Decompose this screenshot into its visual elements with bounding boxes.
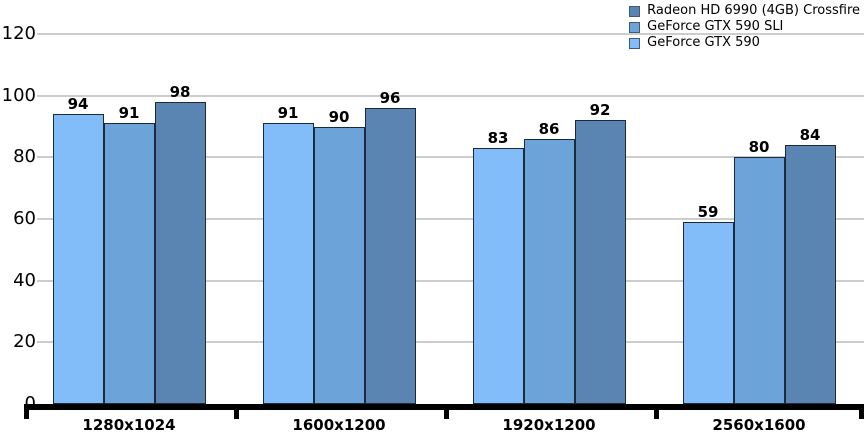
- legend-label: GeForce GTX 590 SLI: [647, 19, 784, 34]
- legend: Radeon HD 6990 (4GB) Crossfire GeForce GT…: [629, 3, 860, 51]
- x-axis-tick: [859, 410, 864, 419]
- bar-group-2560x1600: 59 80 84: [654, 34, 864, 404]
- legend-label: Radeon HD 6990 (4GB) Crossfire: [647, 3, 860, 18]
- bar: 86: [523, 120, 575, 404]
- plot-area: 94 91 98 91 90 96 83 86 92 59 80 84: [24, 33, 864, 404]
- gridlines: [37, 33, 864, 404]
- bar: 59: [682, 203, 734, 404]
- gridline: [37, 156, 864, 159]
- y-tick-label: 20: [13, 331, 36, 353]
- x-category-label: 1280x1024: [82, 416, 176, 434]
- bar: 91: [262, 104, 314, 404]
- bar-group-1920x1200: 83 86 92: [444, 34, 654, 404]
- y-tick-label: 60: [13, 208, 36, 229]
- gridline: [37, 33, 864, 35]
- x-axis-tick: [654, 410, 659, 419]
- bar: 98: [154, 83, 206, 404]
- y-tick-label: 40: [13, 269, 36, 291]
- x-axis-tick: [234, 410, 239, 419]
- legend-row: GeForce GTX 590: [629, 35, 860, 51]
- bar: 84: [784, 126, 836, 404]
- bar-groups: 94 91 98 91 90 96 83 86 92 59 80 84: [24, 34, 864, 404]
- bar: 90: [313, 108, 365, 404]
- x-axis-tick: [444, 410, 449, 419]
- bar-value-label: 83: [487, 129, 509, 148]
- bar-value-label: 91: [277, 104, 299, 123]
- bar: 96: [364, 89, 416, 404]
- bar: 91: [103, 104, 155, 404]
- bar-value-label: 84: [799, 126, 821, 144]
- bar-value-label: 80: [748, 138, 770, 157]
- x-category-label: 1600x1200: [292, 416, 386, 434]
- bar-value-label: 91: [118, 104, 140, 123]
- y-tick-label: 100: [1, 84, 36, 106]
- bar: 83: [472, 129, 524, 404]
- bar-value-label: 59: [697, 203, 719, 222]
- gridline: [37, 341, 864, 344]
- gridline: [37, 94, 864, 97]
- gridline: [37, 279, 864, 282]
- bar-group-1280x1024: 94 91 98: [24, 34, 234, 404]
- gridline: [37, 218, 864, 220]
- bar-value-label: 94: [67, 95, 89, 114]
- x-axis-labels: 1280x1024 1600x1200 1920x1200 2560x1600: [24, 416, 864, 434]
- legend-swatch-icon: [629, 5, 641, 17]
- legend-swatch-icon: [629, 21, 641, 33]
- x-axis-line: [24, 404, 864, 410]
- bar: 80: [733, 138, 785, 404]
- bar-group-1600x1200: 91 90 96: [234, 34, 444, 404]
- y-tick-label: 120: [1, 23, 36, 44]
- bar-value-label: 98: [169, 82, 191, 101]
- x-axis-ticks: [24, 410, 864, 419]
- bar: 94: [52, 95, 104, 404]
- bar-value-label: 96: [379, 89, 401, 107]
- bar: 92: [574, 101, 626, 404]
- y-tick-label: 80: [13, 146, 36, 168]
- legend-row: GeForce GTX 590 SLI: [629, 19, 860, 35]
- y-tick-label: 0: [0, 394, 36, 414]
- bar-value-label: 92: [589, 101, 611, 120]
- x-category-label: 1920x1200: [502, 416, 596, 434]
- bar-value-label: 90: [328, 107, 350, 126]
- legend-swatch-icon: [629, 37, 641, 49]
- y-axis-labels: 0 20 40 60 80 100 120: [0, 24, 36, 414]
- legend-label: GeForce GTX 590: [647, 35, 760, 50]
- x-category-label: 2560x1600: [712, 416, 806, 434]
- x-axis-tick: [24, 410, 29, 419]
- bar-value-label: 86: [538, 119, 560, 138]
- legend-row: Radeon HD 6990 (4GB) Crossfire: [629, 3, 860, 19]
